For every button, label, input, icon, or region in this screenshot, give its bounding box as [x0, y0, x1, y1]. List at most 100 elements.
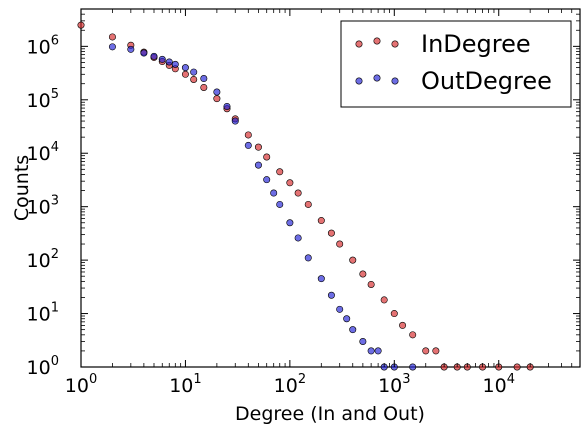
y-tick-base-5: 10: [27, 90, 51, 112]
x-tick-exp-4: 4: [507, 372, 515, 387]
point-outdegree-22: [327, 291, 335, 299]
legend-marker-indegree-1: [373, 37, 381, 45]
legend-label-outdegree: OutDegree: [421, 67, 552, 95]
y-tick-exp-5: 5: [51, 87, 59, 102]
point-indegree-15: [254, 143, 262, 151]
point-indegree-27: [380, 296, 388, 304]
point-indegree-19: [294, 189, 302, 197]
point-outdegree-5: [165, 58, 173, 66]
y-tick-label-4: 104: [27, 140, 59, 165]
point-outdegree-31: [409, 363, 417, 371]
point-indegree-31: [422, 347, 430, 355]
point-indegree-26: [367, 280, 375, 288]
y-tick-exp-6: 6: [51, 33, 59, 48]
point-indegree-21: [317, 217, 325, 225]
x-tick-exp-2: 2: [298, 372, 306, 387]
point-outdegree-2: [140, 49, 148, 57]
plot-frame: [80, 8, 581, 368]
y-tick-base-6: 10: [27, 36, 51, 58]
point-outdegree-6: [171, 60, 179, 68]
point-outdegree-27: [367, 347, 375, 355]
y-tick-label-6: 106: [27, 33, 59, 58]
legend-marker-outdegree-2: [391, 77, 399, 85]
point-outdegree-1: [127, 45, 135, 53]
legend-marker-indegree-2: [391, 40, 399, 48]
x-tick-base-2: 10: [274, 375, 298, 397]
y-tick-label-0: 100: [27, 354, 59, 379]
y-tick-base-3: 10: [27, 197, 51, 219]
point-indegree-14: [244, 131, 252, 139]
legend-label-indegree: InDegree: [421, 30, 531, 58]
point-indegree-29: [399, 321, 407, 329]
point-outdegree-20: [304, 254, 312, 262]
points-layer: [77, 21, 534, 371]
point-outdegree-24: [343, 315, 351, 323]
legend: InDegree OutDegree: [340, 20, 572, 108]
point-indegree-18: [286, 179, 294, 187]
point-outdegree-12: [231, 117, 239, 125]
x-axis-label: Degree (In and Out): [235, 403, 425, 425]
x-tick-base-0: 10: [65, 375, 89, 397]
point-indegree-17: [276, 168, 284, 176]
point-outdegree-16: [270, 189, 278, 197]
legend-marker-outdegree-0: [355, 77, 363, 85]
y-tick-exp-4: 4: [51, 140, 59, 155]
y-tick-base-2: 10: [27, 250, 51, 272]
point-outdegree-17: [276, 200, 284, 208]
point-outdegree-18: [286, 219, 294, 227]
point-indegree-23: [336, 240, 344, 248]
point-outdegree-25: [349, 326, 357, 334]
y-tick-base-1: 10: [27, 304, 51, 326]
x-tick-label-3: 103: [378, 372, 410, 397]
point-indegree-30: [409, 331, 417, 339]
y-tick-label-1: 101: [27, 301, 59, 326]
y-tick-exp-2: 2: [51, 247, 59, 262]
point-outdegree-14: [254, 161, 262, 169]
point-outdegree-10: [213, 88, 221, 96]
x-tick-exp-0: 0: [89, 372, 97, 387]
point-indegree-16: [263, 153, 271, 161]
point-outdegree-19: [294, 234, 302, 242]
point-outdegree-13: [244, 141, 252, 149]
point-indegree-8: [181, 70, 189, 78]
y-tick-base-4: 10: [27, 143, 51, 165]
point-indegree-1: [108, 33, 116, 41]
legend-marker-outdegree-1: [373, 74, 381, 82]
y-tick-exp-0: 0: [51, 354, 59, 369]
y-tick-label-5: 105: [27, 87, 59, 112]
y-tick-label-3: 103: [27, 194, 59, 219]
point-indegree-11: [213, 95, 221, 103]
legend-markers: [355, 37, 399, 85]
point-outdegree-9: [200, 75, 208, 83]
point-outdegree-7: [181, 64, 189, 72]
x-tick-base-3: 10: [378, 375, 402, 397]
point-indegree-28: [390, 310, 398, 318]
x-tick-label-2: 102: [274, 372, 306, 397]
point-outdegree-11: [223, 102, 231, 110]
point-indegree-0: [77, 21, 85, 29]
point-indegree-24: [349, 256, 357, 264]
x-tick-exp-3: 3: [402, 372, 410, 387]
y-axis-label: Counts: [11, 155, 33, 221]
point-indegree-32: [432, 347, 440, 355]
x-tick-label-0: 100: [65, 372, 97, 397]
x-tick-label-4: 104: [483, 372, 515, 397]
point-outdegree-3: [150, 52, 158, 60]
x-tick-label-1: 101: [169, 372, 201, 397]
y-tick-base-0: 10: [27, 357, 51, 379]
point-outdegree-0: [108, 43, 116, 51]
y-tick-exp-3: 3: [51, 194, 59, 209]
legend-box: [340, 20, 572, 108]
y-tick-label-2: 102: [27, 247, 59, 272]
legend-marker-indegree-0: [355, 40, 363, 48]
point-outdegree-28: [374, 347, 382, 355]
point-outdegree-4: [158, 55, 166, 63]
point-indegree-10: [200, 83, 208, 91]
point-indegree-25: [359, 270, 367, 278]
point-outdegree-8: [190, 68, 198, 76]
point-outdegree-23: [336, 305, 344, 313]
y-tick-exp-1: 1: [51, 301, 59, 316]
point-indegree-38: [513, 363, 521, 371]
